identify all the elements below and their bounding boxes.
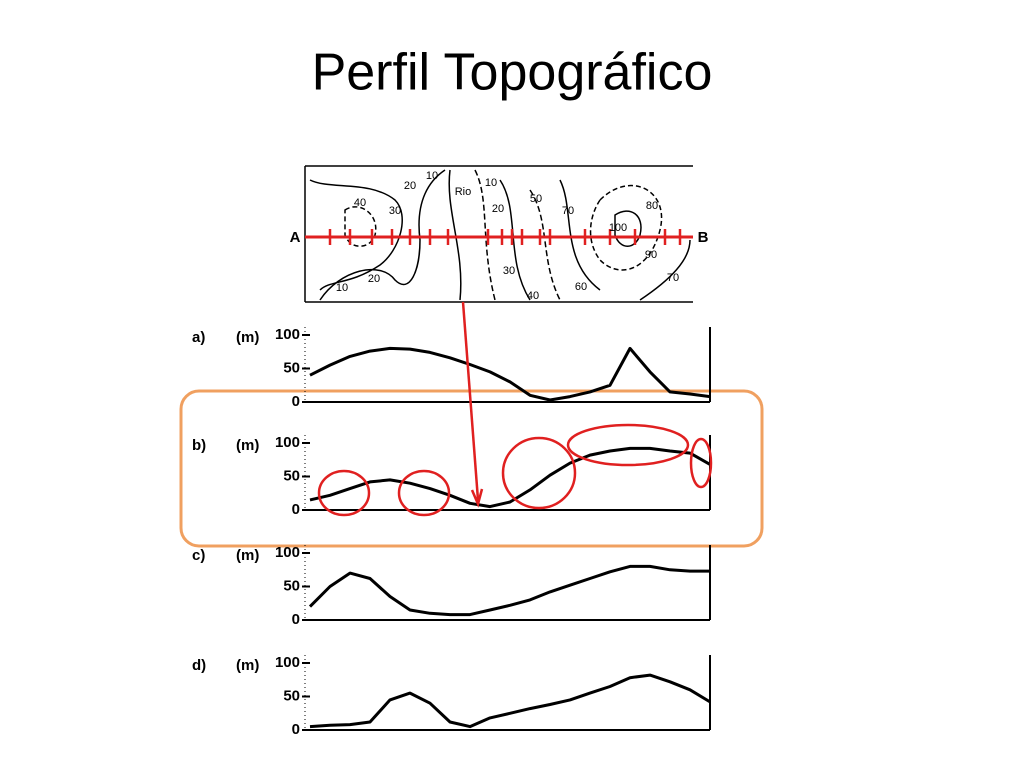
profile-label: a): [192, 329, 205, 346]
contour-label: 10: [336, 282, 348, 294]
y-tick-label: 100: [275, 434, 300, 451]
contour-label: 40: [354, 197, 366, 209]
y-tick-label: 50: [283, 467, 300, 484]
y-tick-label: 0: [292, 501, 300, 518]
y-tick-label: 50: [283, 577, 300, 594]
highlight-box: [179, 389, 764, 548]
profile-label: b): [192, 437, 206, 454]
contour-label: 80: [646, 200, 658, 212]
map-start: A: [290, 229, 301, 246]
contour-label: 20: [404, 180, 416, 192]
annotations: [317, 301, 713, 517]
contour-label: 70: [562, 205, 574, 217]
y-tick-label: 0: [292, 393, 300, 410]
contour-label: 30: [503, 265, 515, 277]
profile-line: [309, 346, 711, 402]
contour-label: 70: [667, 272, 679, 284]
unit-label: (m): [236, 547, 259, 564]
y-tick-label: 50: [283, 359, 300, 376]
contour-label: 20: [492, 203, 504, 215]
y-tick-label: 100: [275, 326, 300, 343]
contour-label: 10: [426, 170, 438, 182]
unit-label: (m): [236, 657, 259, 674]
profile-label: c): [192, 547, 205, 564]
unit-label: (m): [236, 329, 259, 346]
contour-label: 30: [389, 205, 401, 217]
section-ticks: [328, 229, 682, 245]
contour-label: 20: [368, 273, 380, 285]
y-tick-label: 0: [292, 611, 300, 628]
y-tick-label: 100: [275, 654, 300, 671]
contour-label: 10: [485, 177, 497, 189]
contour-label: 50: [530, 193, 542, 205]
contour-label: Rio: [455, 186, 472, 198]
slide-title: Perfil Topográfico: [312, 44, 713, 102]
contour-label: 60: [575, 281, 587, 293]
contour-label: 90: [645, 249, 657, 261]
y-tick-label: 100: [275, 544, 300, 561]
contour-label: 40: [527, 290, 539, 302]
contour-label: 100: [609, 222, 627, 234]
profile-line: [309, 446, 711, 509]
map-end: B: [698, 229, 709, 246]
profile-line: [308, 564, 710, 617]
y-tick-label: 50: [283, 687, 300, 704]
unit-label: (m): [236, 437, 259, 454]
y-tick-label: 0: [292, 721, 300, 738]
profile-line: [309, 673, 711, 729]
profile-label: d): [192, 657, 206, 674]
